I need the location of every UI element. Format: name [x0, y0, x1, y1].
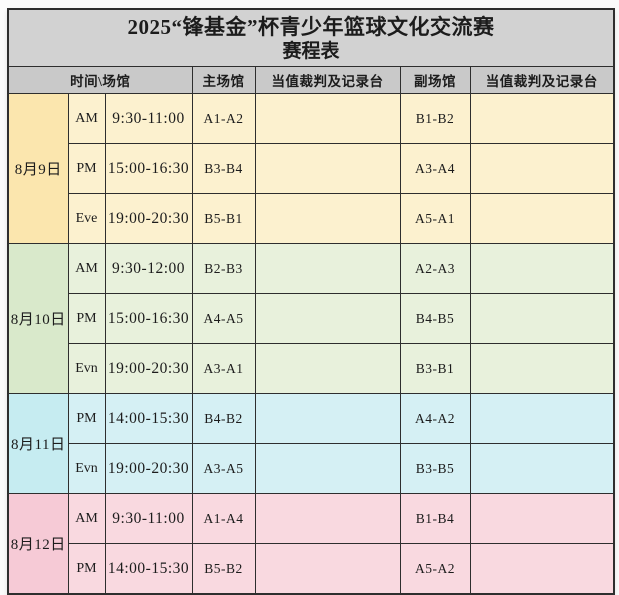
- main-referee-cell: [254, 493, 401, 544]
- main-referee-cell: [254, 393, 401, 444]
- time-cell: 14:00-15:30: [104, 543, 193, 595]
- schedule-table: 2025“锋基金”杯青少年篮球文化交流赛 赛程表 时间\场馆 主场馆 当值裁判及…: [7, 8, 616, 595]
- period-cell: AM: [67, 93, 106, 144]
- period-cell: PM: [67, 143, 106, 194]
- main-referee-cell: [254, 243, 401, 294]
- sub-referee-cell: [469, 93, 615, 144]
- period-cell: PM: [67, 543, 106, 595]
- main-cell: A3-A5: [191, 443, 256, 494]
- main-referee-cell: [254, 543, 401, 595]
- period-cell: AM: [67, 493, 106, 544]
- sub-referee-cell: [469, 243, 615, 294]
- time-cell: 15:00-16:30: [104, 293, 193, 344]
- sub-referee-cell: [469, 493, 615, 544]
- sub-cell: B1-B4: [399, 493, 471, 544]
- schedule-row: Evn 19:00-20:30 A3-A5 B3-B5: [8, 443, 615, 494]
- time-cell: 9:30-12:00: [104, 243, 193, 294]
- period-cell: Eve: [67, 193, 106, 244]
- time-cell: 19:00-20:30: [104, 443, 193, 494]
- time-cell: 14:00-15:30: [104, 393, 193, 444]
- sub-referee-cell: [469, 343, 615, 394]
- period-cell: PM: [67, 393, 106, 444]
- schedule-row: PM 15:00-16:30 A4-A5 B4-B5: [8, 293, 615, 344]
- sub-cell: A5-A2: [399, 543, 471, 595]
- main-referee-cell: [254, 143, 401, 194]
- main-cell: A3-A1: [191, 343, 256, 394]
- sub-cell: A5-A1: [399, 193, 471, 244]
- period-cell: PM: [67, 293, 106, 344]
- period-cell: Evn: [67, 343, 106, 394]
- schedule-row: PM 14:00-15:30 B5-B2 A5-A2: [8, 543, 615, 595]
- sub-cell: B4-B5: [399, 293, 471, 344]
- date-cell: 8月12日: [7, 493, 69, 595]
- main-cell: B2-B3: [191, 243, 256, 294]
- title-line-1: 2025“锋基金”杯青少年篮球文化交流赛: [127, 15, 495, 40]
- date-cell: 8月11日: [7, 393, 69, 494]
- schedule-row: 8月9日 AM 9:30-11:00 A1-A2 B1-B2: [7, 93, 615, 244]
- main-cell: B4-B2: [191, 393, 256, 444]
- schedule-row: Evn 19:00-20:30 A3-A1 B3-B1: [8, 343, 615, 394]
- period-cell: AM: [67, 243, 106, 294]
- main-cell: A1-A4: [191, 493, 256, 544]
- sub-referee-cell: [469, 293, 615, 344]
- time-cell: 9:30-11:00: [104, 493, 193, 544]
- header-main-referee: 当值裁判及记录台: [254, 66, 401, 94]
- title-row: 2025“锋基金”杯青少年篮球文化交流赛 赛程表: [7, 8, 615, 67]
- date-cell: 8月9日: [7, 93, 69, 244]
- time-cell: 19:00-20:30: [104, 343, 193, 394]
- time-cell: 15:00-16:30: [104, 143, 193, 194]
- main-cell: A1-A2: [191, 93, 256, 144]
- sub-referee-cell: [469, 193, 615, 244]
- schedule-row: 8月12日 AM 9:30-11:00 A1-A4 B1-B4: [7, 493, 615, 595]
- time-cell: 19:00-20:30: [104, 193, 193, 244]
- time-cell: 9:30-11:00: [104, 93, 193, 144]
- sub-referee-cell: [469, 443, 615, 494]
- sub-referee-cell: [469, 143, 615, 194]
- schedule-row: 8月11日 PM 14:00-15:30 B4-B2 A4-A2: [7, 393, 615, 494]
- sub-cell: B1-B2: [399, 93, 471, 144]
- main-cell: B5-B2: [191, 543, 256, 595]
- main-cell: A4-A5: [191, 293, 256, 344]
- date-cell: 8月10日: [7, 243, 69, 394]
- main-referee-cell: [254, 93, 401, 144]
- main-cell: B5-B1: [191, 193, 256, 244]
- title-line-2: 赛程表: [282, 40, 340, 62]
- header-sub-referee: 当值裁判及记录台: [469, 66, 615, 94]
- header-main-venue: 主场馆: [191, 66, 256, 94]
- main-referee-cell: [254, 193, 401, 244]
- main-referee-cell: [254, 343, 401, 394]
- main-referee-cell: [254, 443, 401, 494]
- main-referee-cell: [254, 293, 401, 344]
- sub-referee-cell: [469, 543, 615, 595]
- header-sub-venue: 副场馆: [399, 66, 471, 94]
- schedule-row: PM 15:00-16:30 B3-B4 A3-A4: [8, 143, 615, 194]
- sub-cell: A4-A2: [399, 393, 471, 444]
- table-title: 2025“锋基金”杯青少年篮球文化交流赛 赛程表: [7, 8, 615, 67]
- sub-referee-cell: [469, 393, 615, 444]
- sub-cell: A3-A4: [399, 143, 471, 194]
- header-row: 时间\场馆 主场馆 当值裁判及记录台 副场馆 当值裁判及记录台: [7, 66, 615, 94]
- period-cell: Evn: [67, 443, 106, 494]
- main-cell: B3-B4: [191, 143, 256, 194]
- sub-cell: B3-B5: [399, 443, 471, 494]
- sub-cell: A2-A3: [399, 243, 471, 294]
- schedule-row: Eve 19:00-20:30 B5-B1 A5-A1: [8, 193, 615, 244]
- schedule-row: 8月10日 AM 9:30-12:00 B2-B3 A2-A3: [7, 243, 615, 394]
- header-time-venue: 时间\场馆: [7, 66, 193, 94]
- sub-cell: B3-B1: [399, 343, 471, 394]
